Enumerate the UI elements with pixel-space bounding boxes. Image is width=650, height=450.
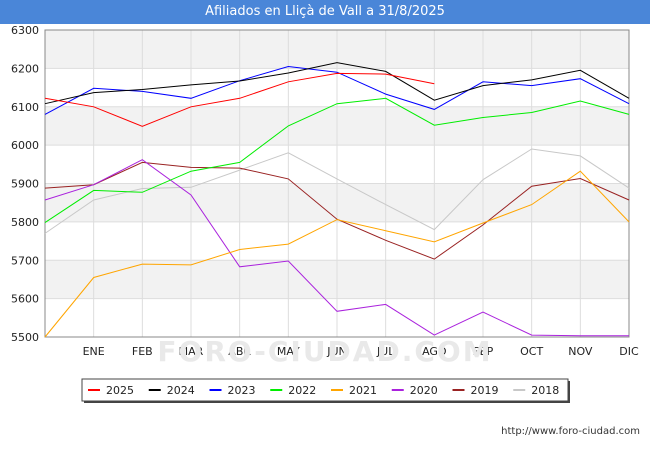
y-tick-label: 5800 [11, 216, 39, 229]
line-chart: 5500 5600 5700 5800 5900 6000 6100 6200 6300 ENE… [11, 24, 639, 403]
x-tick-label: JUL [376, 345, 395, 358]
y-tick-label: 5500 [11, 331, 39, 344]
series-line-2024 [44, 62, 630, 105]
x-tick-label: ENE [83, 345, 105, 358]
series-line-2021 [44, 170, 630, 338]
x-tick-label: MAR [179, 345, 204, 358]
y-tick-label: 6100 [11, 101, 39, 114]
y-tick-label: 6000 [11, 139, 39, 152]
legend: 2025 2024 2023 2022 2021 2020 2019 2018 [81, 378, 570, 403]
series-line-2023 [44, 65, 630, 115]
x-tick-label: ABR [228, 345, 251, 358]
legend-label-2018: 2018 [531, 384, 559, 397]
x-tick-label: NOV [568, 345, 593, 358]
source-url: http://www.foro-ciudad.com [501, 426, 640, 437]
legend-label-2020: 2020 [410, 384, 438, 397]
legend-label-2022: 2022 [288, 384, 316, 397]
y-axis: 5500 5600 5700 5800 5900 6000 6100 6200 6300 [11, 24, 39, 344]
x-tick-label: DIC [619, 345, 639, 358]
legend-label-2025: 2025 [106, 384, 134, 397]
series-lines [44, 62, 630, 338]
series-line-2022 [44, 97, 630, 224]
y-tick-label: 5900 [11, 178, 39, 191]
plot-frame [44, 29, 630, 338]
y-tick-label: 5700 [11, 254, 39, 267]
legend-box [81, 378, 569, 402]
x-tick-label: JUN [326, 345, 347, 358]
legend-label-2023: 2023 [228, 384, 256, 397]
x-tick-label: AGO [422, 345, 447, 358]
y-tick-label: 6200 [11, 62, 39, 75]
legend-label-2021: 2021 [349, 384, 377, 397]
y-tick-label: 5600 [11, 293, 39, 306]
y-tick-label: 6300 [11, 24, 39, 37]
series-line-2020 [44, 159, 629, 337]
legend-label-2019: 2019 [471, 384, 499, 397]
x-tick-label: FEB [132, 345, 153, 358]
legend-label-2024: 2024 [167, 384, 195, 397]
x-tick-label: SEP [473, 345, 494, 358]
chart-title: Afiliados en Lliçà de Vall a 31/8/2025 [0, 0, 650, 24]
series-line-2025 [44, 72, 435, 127]
watermark-text: FORO-CIUDAD.COM [157, 335, 493, 368]
x-axis: ENE FEB MAR ABR MAY JUN JUL AGO SEP OCT NOV DIC [83, 345, 639, 358]
x-tick-label: MAY [277, 345, 300, 358]
series-line-2018 [44, 148, 630, 234]
x-tick-label: OCT [520, 345, 543, 358]
